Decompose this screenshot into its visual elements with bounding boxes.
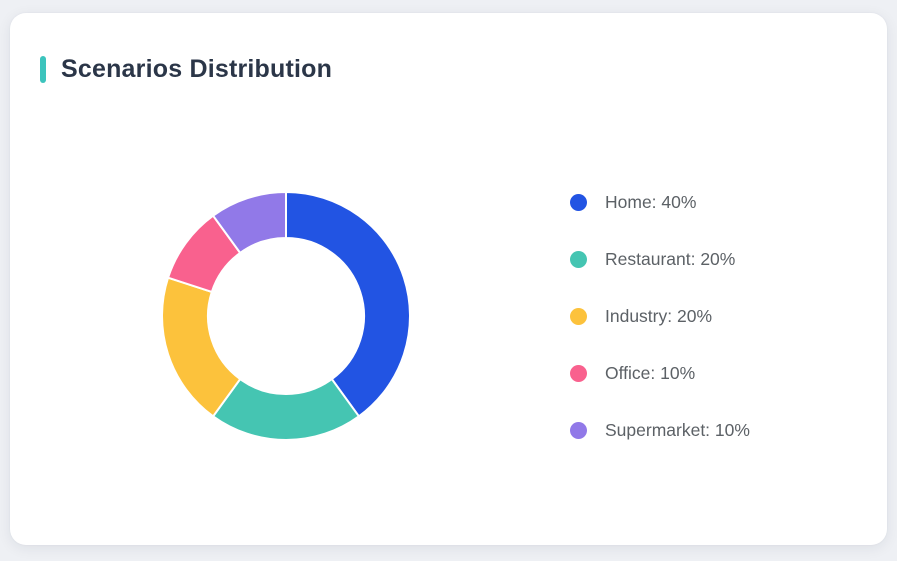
legend-item-office[interactable]: Office: 10% bbox=[570, 362, 750, 385]
donut-segment-industry[interactable] bbox=[161, 276, 242, 418]
chart-legend: Home: 40% Restaurant: 20% Industry: 20% … bbox=[570, 191, 750, 442]
legend-item-restaurant[interactable]: Restaurant: 20% bbox=[570, 248, 750, 271]
legend-label-office: Office: 10% bbox=[605, 362, 696, 383]
legend-label-industry: Industry: 20% bbox=[605, 305, 712, 326]
legend-label-supermarket: Supermarket: 10% bbox=[605, 419, 750, 440]
card-header: Scenarios Distribution bbox=[10, 13, 887, 84]
legend-dot-industry bbox=[570, 307, 587, 325]
title-accent-bar bbox=[40, 56, 46, 83]
donut-segment-home[interactable] bbox=[285, 191, 411, 418]
scenarios-distribution-card: Scenarios Distribution Home: 40% Restaur… bbox=[10, 13, 887, 545]
legend-dot-home bbox=[570, 193, 587, 211]
legend-label-restaurant: Restaurant: 20% bbox=[605, 248, 736, 269]
legend-label-home: Home: 40% bbox=[605, 191, 697, 212]
donut-segment-restaurant[interactable] bbox=[212, 378, 360, 441]
donut-segment-supermarket[interactable] bbox=[212, 191, 287, 254]
donut-chart[interactable] bbox=[160, 190, 412, 442]
legend-item-industry[interactable]: Industry: 20% bbox=[570, 305, 750, 328]
chart-area: Home: 40% Restaurant: 20% Industry: 20% … bbox=[160, 190, 887, 442]
card-title: Scenarios Distribution bbox=[61, 55, 333, 83]
legend-dot-office bbox=[570, 364, 587, 382]
legend-dot-restaurant bbox=[570, 250, 587, 268]
legend-dot-supermarket bbox=[570, 421, 587, 439]
legend-item-supermarket[interactable]: Supermarket: 10% bbox=[570, 419, 750, 442]
legend-item-home[interactable]: Home: 40% bbox=[570, 191, 750, 214]
